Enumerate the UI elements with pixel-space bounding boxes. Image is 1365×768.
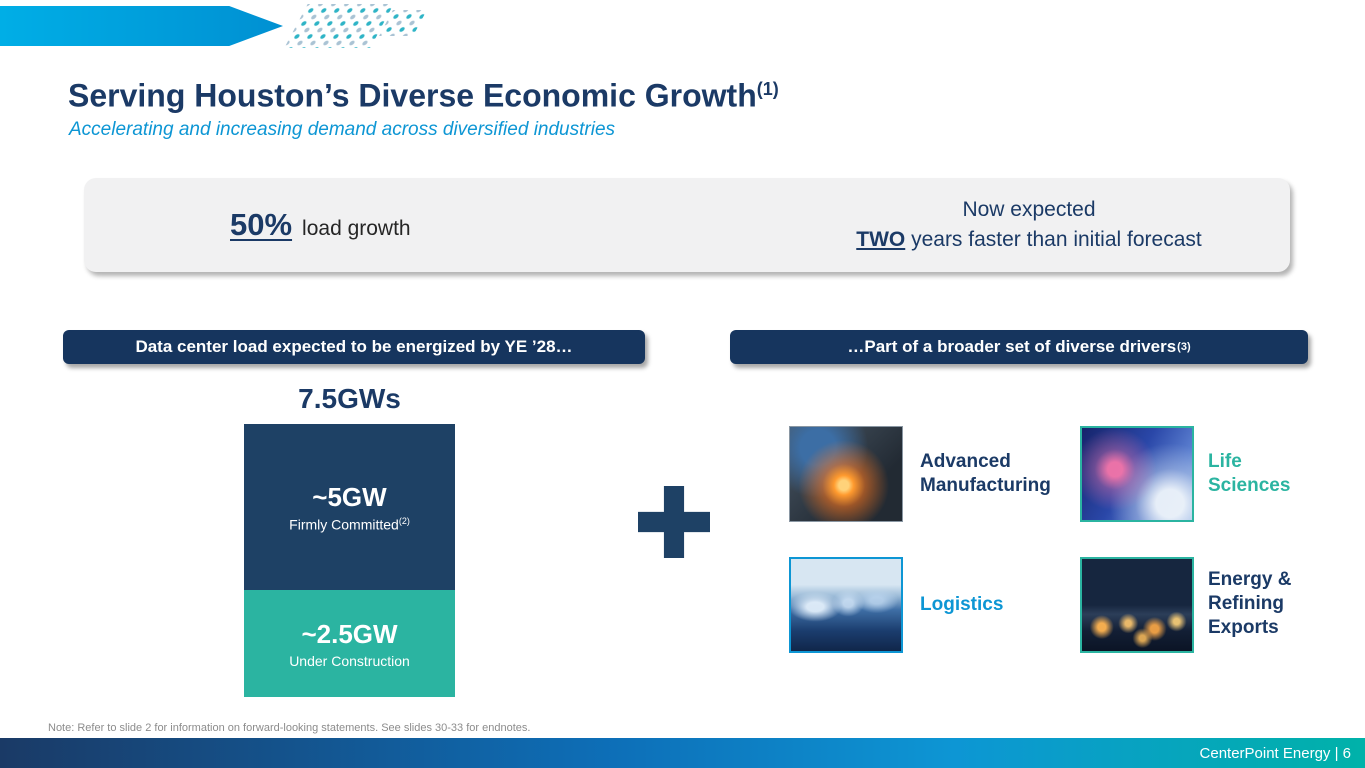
load-growth-stat-label: load growth bbox=[302, 217, 411, 240]
advanced-manufacturing-label: Advanced Manufacturing bbox=[920, 451, 1051, 496]
forecast-line2: TWO years faster than initial forecast bbox=[784, 225, 1274, 255]
bar-segment-under-construction: ~2.5GW Under Construction bbox=[244, 590, 455, 697]
forecast-line2-rest: years faster than initial forecast bbox=[905, 228, 1202, 251]
advanced-manufacturing-image bbox=[789, 426, 903, 522]
segment-label: Firmly Committed(2) bbox=[289, 516, 410, 533]
segment-label-text: Firmly Committed bbox=[289, 516, 399, 533]
life-sciences-label: Life Sciences bbox=[1208, 451, 1291, 496]
segment-footnote-ref: (2) bbox=[398, 515, 410, 526]
footnote: Note: Refer to slide 2 for information o… bbox=[48, 722, 531, 734]
energy-refining-label: Energy & Refining Exports bbox=[1208, 569, 1292, 638]
data-center-header-text: Data center load expected to be energize… bbox=[135, 337, 573, 356]
page-title: Serving Houston’s Diverse Economic Growt… bbox=[68, 70, 779, 115]
forecast-text: Now expected TWO years faster than initi… bbox=[784, 195, 1274, 255]
bar-segment-firmly-committed: ~5GW Firmly Committed(2) bbox=[244, 424, 455, 590]
logistics-image bbox=[789, 557, 903, 653]
dot-pattern-decoration bbox=[284, 4, 394, 48]
load-growth-stat-group: 50% load growth bbox=[230, 207, 411, 243]
drivers-footnote-ref: (3) bbox=[1177, 341, 1191, 353]
forecast-line1: Now expected bbox=[962, 198, 1096, 221]
segment-value: ~2.5GW bbox=[301, 618, 398, 649]
energy-refining-image bbox=[1080, 557, 1194, 653]
diverse-drivers-header-text: …Part of a broader set of diverse driver… bbox=[847, 337, 1177, 356]
bar-total-label: 7.5GWs bbox=[298, 383, 401, 414]
load-growth-callout: 50% load growth Now expected TWO years f… bbox=[84, 178, 1290, 272]
segment-value: ~5GW bbox=[312, 481, 387, 512]
data-center-section-header: Data center load expected to be energize… bbox=[63, 330, 645, 364]
logistics-label: Logistics bbox=[920, 594, 1004, 615]
load-growth-stat: 50% bbox=[230, 207, 293, 242]
life-sciences-image bbox=[1080, 426, 1194, 522]
footer-text: CenterPoint Energy | 6 bbox=[1199, 744, 1351, 762]
forecast-emphasis: TWO bbox=[856, 228, 906, 251]
plus-icon bbox=[638, 486, 710, 558]
header-arrow-decoration bbox=[0, 6, 283, 46]
subtitle: Accelerating and increasing demand acros… bbox=[69, 119, 616, 140]
segment-label: Under Construction bbox=[289, 652, 410, 669]
footer-bar: CenterPoint Energy | 6 bbox=[0, 738, 1365, 768]
stacked-bar-chart: ~5GW Firmly Committed(2) ~2.5GW Under Co… bbox=[244, 424, 455, 697]
page-title-text: Serving Houston’s Diverse Economic Growt… bbox=[68, 77, 757, 114]
diverse-drivers-section-header: …Part of a broader set of diverse driver… bbox=[730, 330, 1308, 364]
title-footnote-ref: (1) bbox=[756, 79, 779, 99]
